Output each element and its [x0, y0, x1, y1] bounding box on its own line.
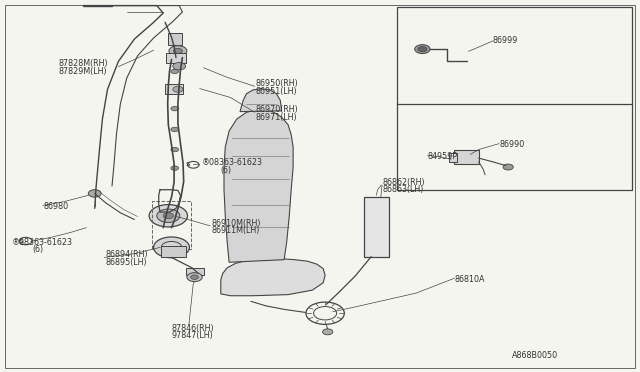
Circle shape	[415, 45, 430, 54]
Circle shape	[171, 69, 179, 74]
Polygon shape	[240, 89, 282, 112]
Bar	[161, 246, 186, 257]
Text: 97847(LH): 97847(LH)	[172, 331, 213, 340]
Text: ®08363-61623: ®08363-61623	[12, 238, 72, 247]
Circle shape	[171, 106, 179, 111]
Circle shape	[169, 46, 187, 56]
Circle shape	[503, 164, 513, 170]
Text: 86970(RH): 86970(RH)	[256, 105, 299, 114]
Text: (6): (6)	[32, 246, 43, 254]
Bar	[152, 201, 191, 249]
Text: 86971(LH): 86971(LH)	[256, 113, 298, 122]
Text: 86999: 86999	[493, 36, 518, 45]
Circle shape	[173, 48, 182, 54]
Text: 86862(RH): 86862(RH)	[383, 178, 426, 187]
Text: (6): (6)	[221, 166, 232, 175]
Text: S: S	[186, 162, 191, 167]
Circle shape	[163, 213, 173, 219]
Text: 84959P: 84959P	[428, 152, 458, 161]
Text: S: S	[19, 238, 24, 244]
Circle shape	[88, 190, 101, 197]
Circle shape	[149, 205, 188, 227]
Circle shape	[173, 62, 186, 70]
Bar	[449, 153, 457, 162]
Text: 86980: 86980	[44, 202, 68, 211]
Text: 86911M(LH): 86911M(LH)	[211, 226, 260, 235]
Text: 87828M(RH): 87828M(RH)	[59, 59, 109, 68]
Text: 86894(RH): 86894(RH)	[106, 250, 148, 259]
Polygon shape	[221, 259, 325, 296]
Circle shape	[171, 86, 179, 91]
Bar	[364, 197, 389, 257]
Circle shape	[187, 273, 202, 282]
Circle shape	[171, 147, 179, 152]
Circle shape	[323, 329, 333, 335]
Text: 86951(LH): 86951(LH)	[256, 87, 298, 96]
Text: 86895(LH): 86895(LH)	[106, 258, 147, 267]
Bar	[397, 7, 632, 190]
Text: 86810A: 86810A	[454, 275, 485, 284]
Text: 86950(RH): 86950(RH)	[256, 79, 299, 88]
Text: 86910M(RH): 86910M(RH)	[211, 219, 260, 228]
Circle shape	[157, 209, 180, 222]
Text: 86990: 86990	[499, 140, 524, 149]
Circle shape	[171, 127, 179, 132]
Text: 86863(LH): 86863(LH)	[383, 185, 424, 194]
Bar	[454, 150, 479, 164]
Bar	[165, 84, 183, 94]
Polygon shape	[224, 110, 293, 262]
Bar	[186, 268, 204, 275]
Bar	[168, 33, 182, 45]
Text: 87846(RH): 87846(RH)	[172, 324, 214, 333]
Circle shape	[418, 46, 427, 52]
Text: 87829M(LH): 87829M(LH)	[59, 67, 108, 76]
Circle shape	[173, 86, 183, 92]
Circle shape	[171, 166, 179, 170]
Text: A868B0050: A868B0050	[512, 351, 558, 360]
Bar	[166, 53, 186, 63]
Circle shape	[154, 237, 189, 258]
Circle shape	[191, 275, 198, 279]
Text: ®08363-61623: ®08363-61623	[202, 158, 262, 167]
